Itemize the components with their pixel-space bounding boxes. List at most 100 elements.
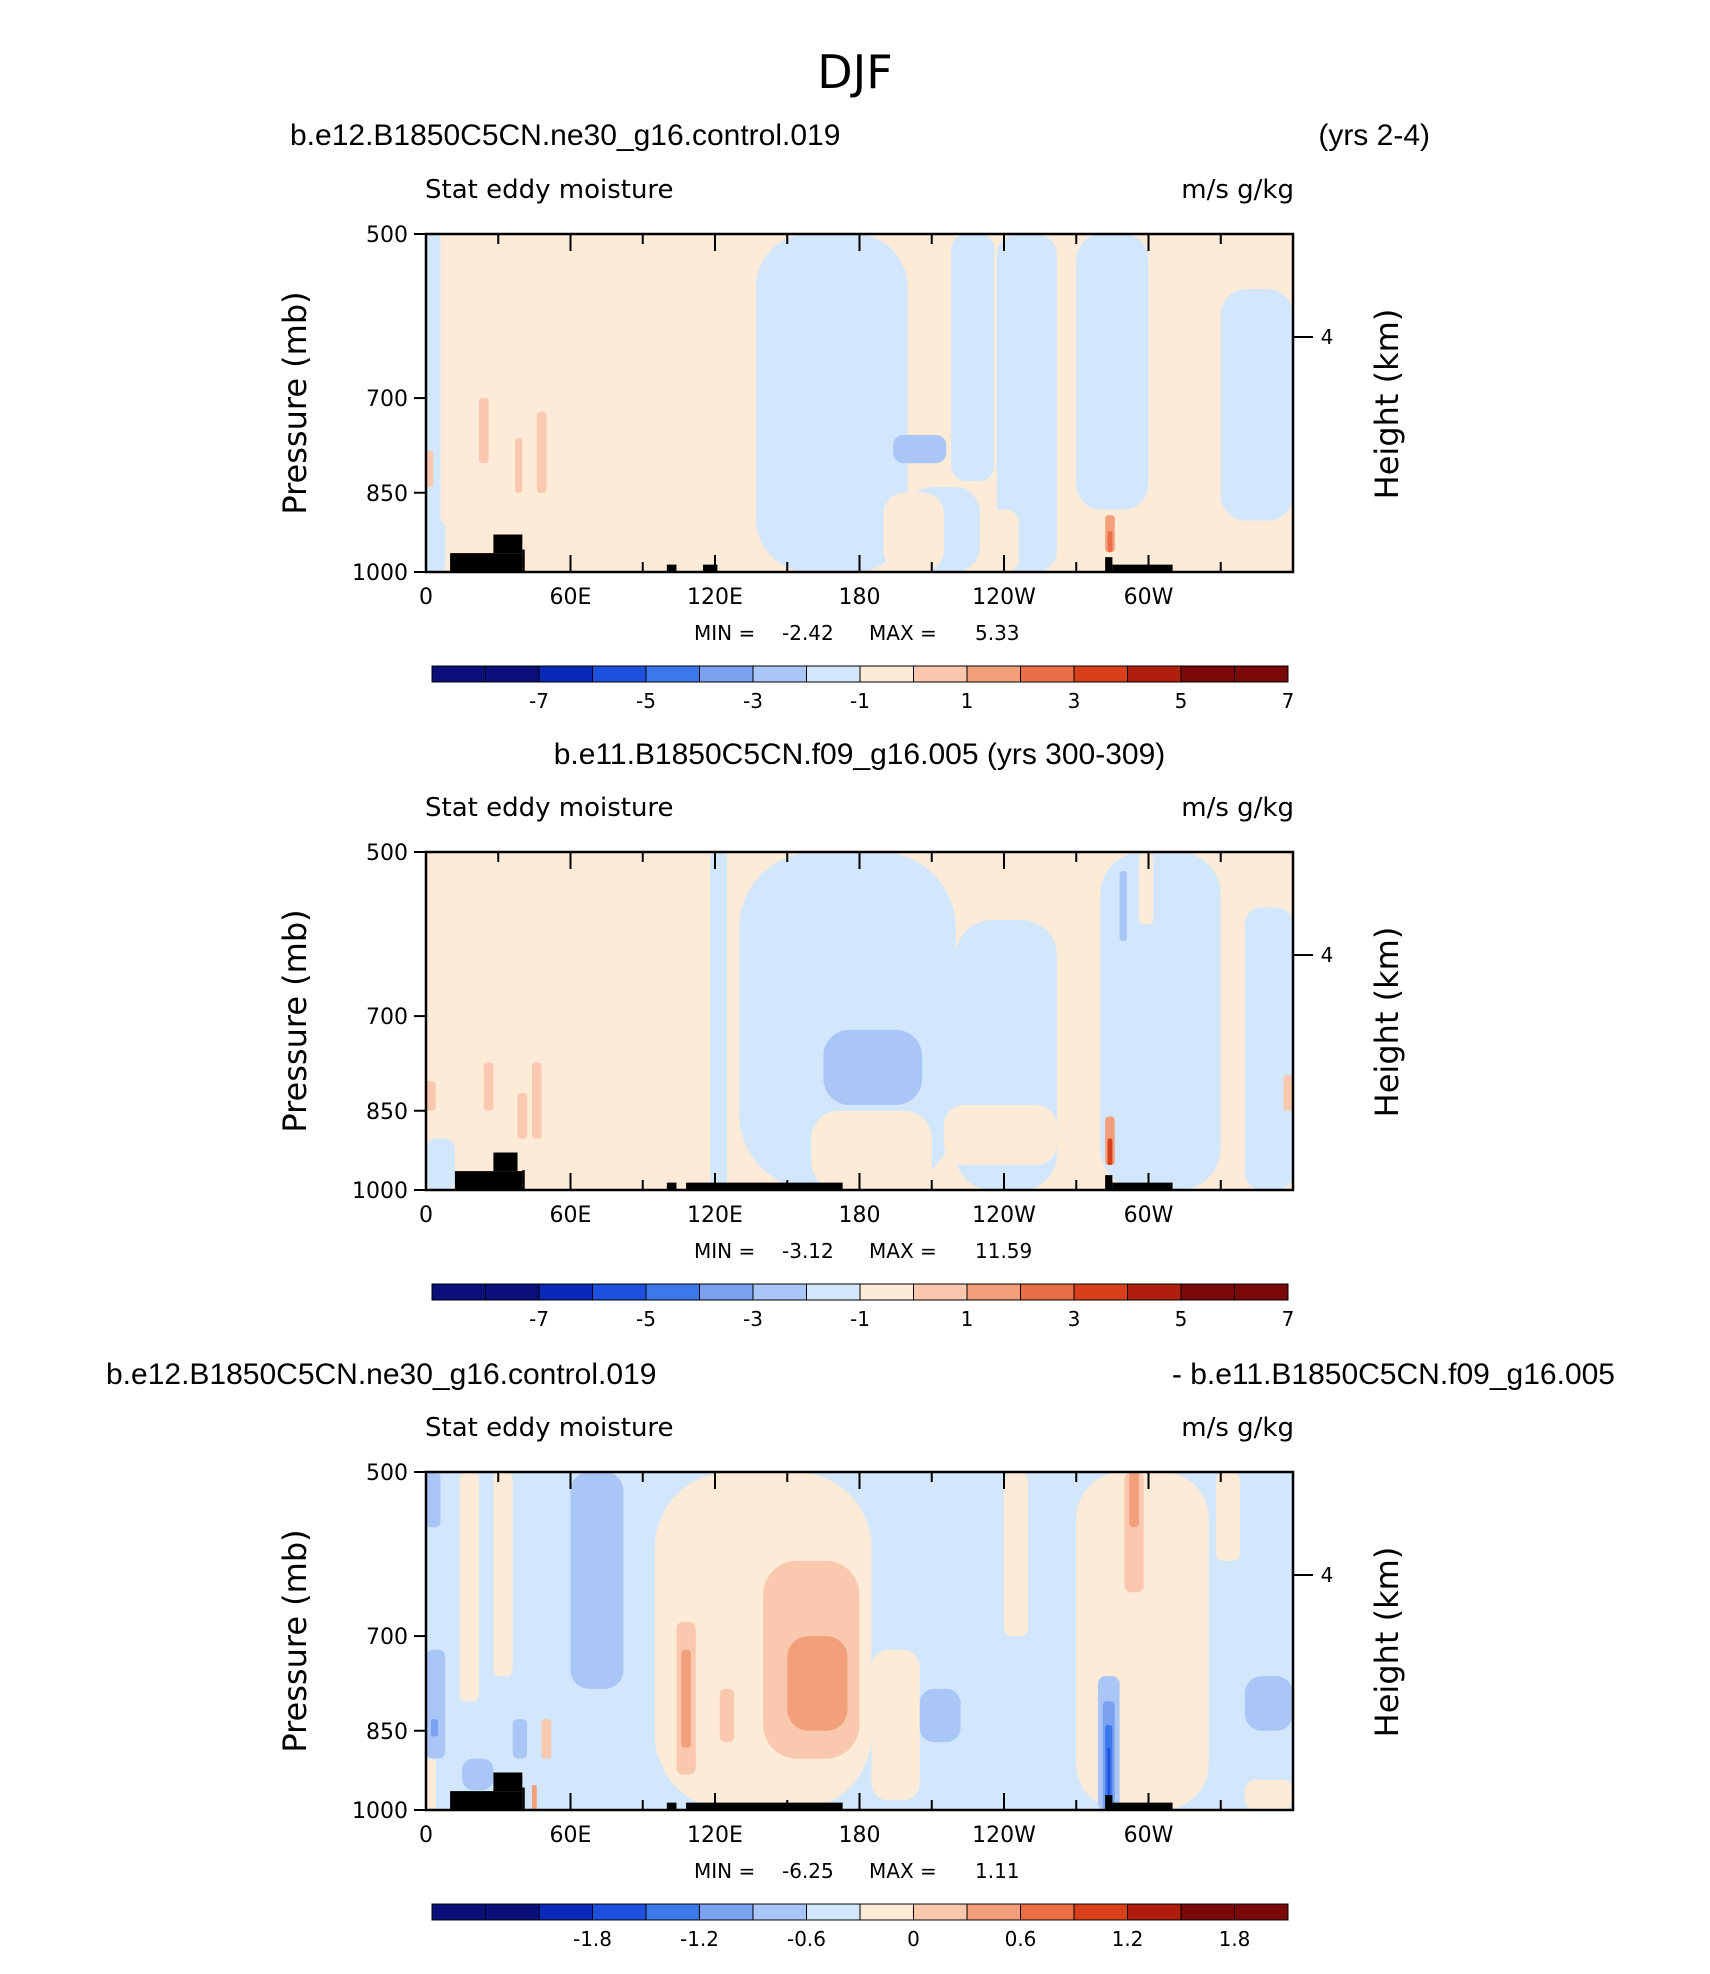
max-value: 1.11 <box>975 1859 1020 1883</box>
colorbar-tick-label: -1.8 <box>573 1927 612 1951</box>
y-tick-label: 700 <box>366 1625 408 1650</box>
topography-mask-3 <box>522 1787 525 1810</box>
colorbar-box-12 <box>1020 1903 1075 1921</box>
contour-region-9 <box>883 492 944 572</box>
colorbar-box-16 <box>1234 665 1289 683</box>
colorbar-box-6 <box>699 1283 754 1301</box>
colorbar-box-6 <box>699 1903 754 1921</box>
contour-region-25 <box>919 1688 961 1743</box>
colorbar-box-2 <box>485 1903 540 1921</box>
y-tick-label: 700 <box>366 1005 408 1030</box>
colorbar-tick-label: -3 <box>743 689 763 713</box>
colorbar-box-12 <box>1020 665 1075 683</box>
y-right-tick-label: 4 <box>1321 943 1334 967</box>
x-tick-label: 60E <box>550 585 592 610</box>
subtitle-units: m/s g/kg <box>1181 1413 1294 1443</box>
subtitle-units: m/s g/kg <box>1181 175 1294 205</box>
contour-region-17 <box>1107 531 1113 553</box>
colorbar-tick-label: -5 <box>636 689 656 713</box>
colorbar-box-1 <box>431 1283 486 1301</box>
contour-region-16 <box>1129 1472 1139 1528</box>
topography-mask-2 <box>493 1152 518 1172</box>
contour-region-2 <box>755 234 908 572</box>
min-label: MIN = <box>694 1239 755 1263</box>
x-tick-label: 180 <box>839 1203 881 1228</box>
topography-mask-2 <box>493 534 523 554</box>
colorbar-box-2 <box>485 1283 540 1301</box>
colorbar: -1.8 -1.2 -0.6 0 0.6 1.2 1.8 <box>431 1903 1289 1951</box>
colorbar-tick-label: -7 <box>529 689 549 713</box>
contour-region-11 <box>893 434 947 464</box>
colorbar-box-9 <box>859 1903 914 1921</box>
colorbar-box-5 <box>645 1283 700 1301</box>
panel-title-left: b.e12.B1850C5CN.ne30_g16.control.019 <box>290 119 840 152</box>
contour-region-9 <box>1138 852 1154 925</box>
x-tick-label: 0 <box>419 1823 433 1848</box>
contour-region-10 <box>823 1029 923 1105</box>
contour-region-11 <box>719 1688 735 1743</box>
max-label: MAX = <box>869 1859 937 1883</box>
contour-region-23 <box>462 1758 494 1791</box>
min-value: -3.12 <box>782 1239 834 1263</box>
colorbar-box-9 <box>859 665 914 683</box>
colorbar-box-14 <box>1127 665 1182 683</box>
contour-region-14 <box>681 1649 691 1748</box>
contour-region-13 <box>787 1636 848 1731</box>
x-tick-label: 0 <box>419 585 433 610</box>
contour-region-16 <box>1283 1075 1293 1111</box>
plot-area <box>426 234 1293 572</box>
y-axis-label: Pressure (mb) <box>276 1529 314 1752</box>
y-right-tick-label: 4 <box>1321 325 1334 349</box>
topography-mask-1 <box>450 1791 523 1810</box>
x-tick-label: 180 <box>839 585 881 610</box>
contour-region-7 <box>1220 289 1293 521</box>
colorbar: -7 -5 -3 -1 1 3 5 7 <box>431 665 1294 713</box>
colorbar-tick-label: -7 <box>529 1307 549 1331</box>
colorbar-box-10 <box>913 1283 968 1301</box>
topography-mask-1 <box>450 553 523 572</box>
colorbar-box-10 <box>913 665 968 683</box>
contour-region-1 <box>426 234 441 572</box>
colorbar-box-11 <box>966 665 1021 683</box>
panel-title-right: - b.e11.B1850C5CN.f09_g16.005 <box>1172 1358 1615 1391</box>
chart-panel-1: b.e12.B1850C5CN.ne30_g16.control.019 (yrs… <box>276 119 1430 713</box>
panel-title-left: b.e12.B1850C5CN.ne30_g16.control.019 <box>106 1358 656 1391</box>
contour-region-9 <box>1244 1779 1293 1810</box>
contour-region-12 <box>478 398 489 464</box>
contour-region-8 <box>943 1104 1057 1165</box>
colorbar-tick-label: -3 <box>743 1307 763 1331</box>
x-tick-label: 120E <box>687 1203 743 1228</box>
x-tick-label: 180 <box>839 1823 881 1848</box>
colorbar-box-8 <box>806 1283 861 1301</box>
topography-mask-6 <box>1105 557 1113 572</box>
colorbar-box-14 <box>1127 1283 1182 1301</box>
colorbar-box-16 <box>1234 1283 1289 1301</box>
x-tick-label: 120W <box>972 1823 1036 1848</box>
colorbar-box-7 <box>752 1903 807 1921</box>
colorbar-tick-label: 5 <box>1175 689 1188 713</box>
contour-region-17 <box>541 1719 552 1759</box>
topography-mask-4 <box>666 1802 677 1810</box>
topography-mask-7 <box>1112 564 1173 572</box>
contour-region-14 <box>515 438 523 493</box>
colorbar-box-10 <box>913 1903 968 1921</box>
min-label: MIN = <box>694 1859 755 1883</box>
colorbar-box-13 <box>1073 1903 1128 1921</box>
contour-region-7 <box>1215 1472 1241 1561</box>
colorbar-box-3 <box>538 665 593 683</box>
contour-region-20 <box>426 1472 441 1528</box>
y-axis-label: Pressure (mb) <box>276 909 314 1132</box>
colorbar-box-13 <box>1073 1283 1128 1301</box>
colorbar-box-11 <box>966 1903 1021 1921</box>
subtitle-units: m/s g/kg <box>1181 793 1294 823</box>
topography-mask-5 <box>702 564 718 572</box>
x-tick-label: 0 <box>419 1203 433 1228</box>
colorbar-tick-label: 1.2 <box>1112 1927 1144 1951</box>
max-label: MAX = <box>869 621 937 645</box>
y-tick-label: 850 <box>366 1720 408 1745</box>
contour-region-21 <box>426 1649 446 1759</box>
contour-region-15 <box>531 1062 542 1139</box>
y-axis-label: Pressure (mb) <box>276 291 314 514</box>
contour-region-19 <box>570 1472 624 1689</box>
